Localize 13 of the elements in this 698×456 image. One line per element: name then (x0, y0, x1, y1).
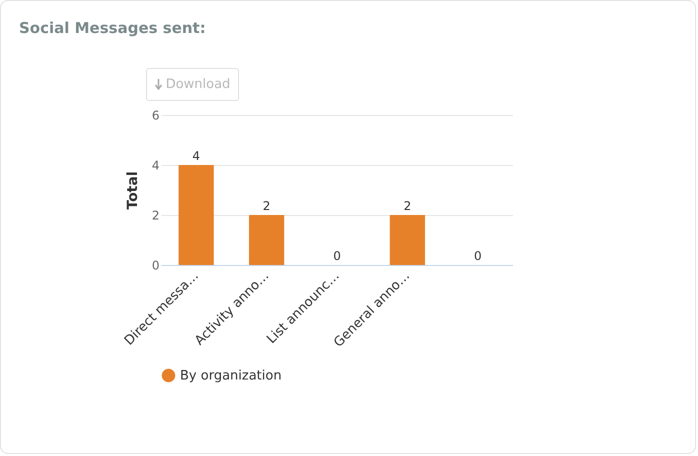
download-button: Download (146, 68, 239, 101)
data-label: 2 (404, 199, 412, 213)
y-tick-label: 4 (152, 158, 160, 172)
data-label: 2 (262, 199, 270, 213)
y-tick-label: 2 (152, 208, 160, 222)
legend-label: By organization (180, 368, 282, 384)
y-tick-label: 0 (152, 258, 160, 272)
y-axis-title: Total (124, 171, 141, 210)
chart-title: Social Messages sent: (19, 19, 206, 37)
data-label: 4 (192, 149, 200, 163)
y-tick-label: 6 (152, 108, 160, 122)
data-label: 0 (333, 249, 341, 263)
data-label: 0 (474, 249, 482, 263)
